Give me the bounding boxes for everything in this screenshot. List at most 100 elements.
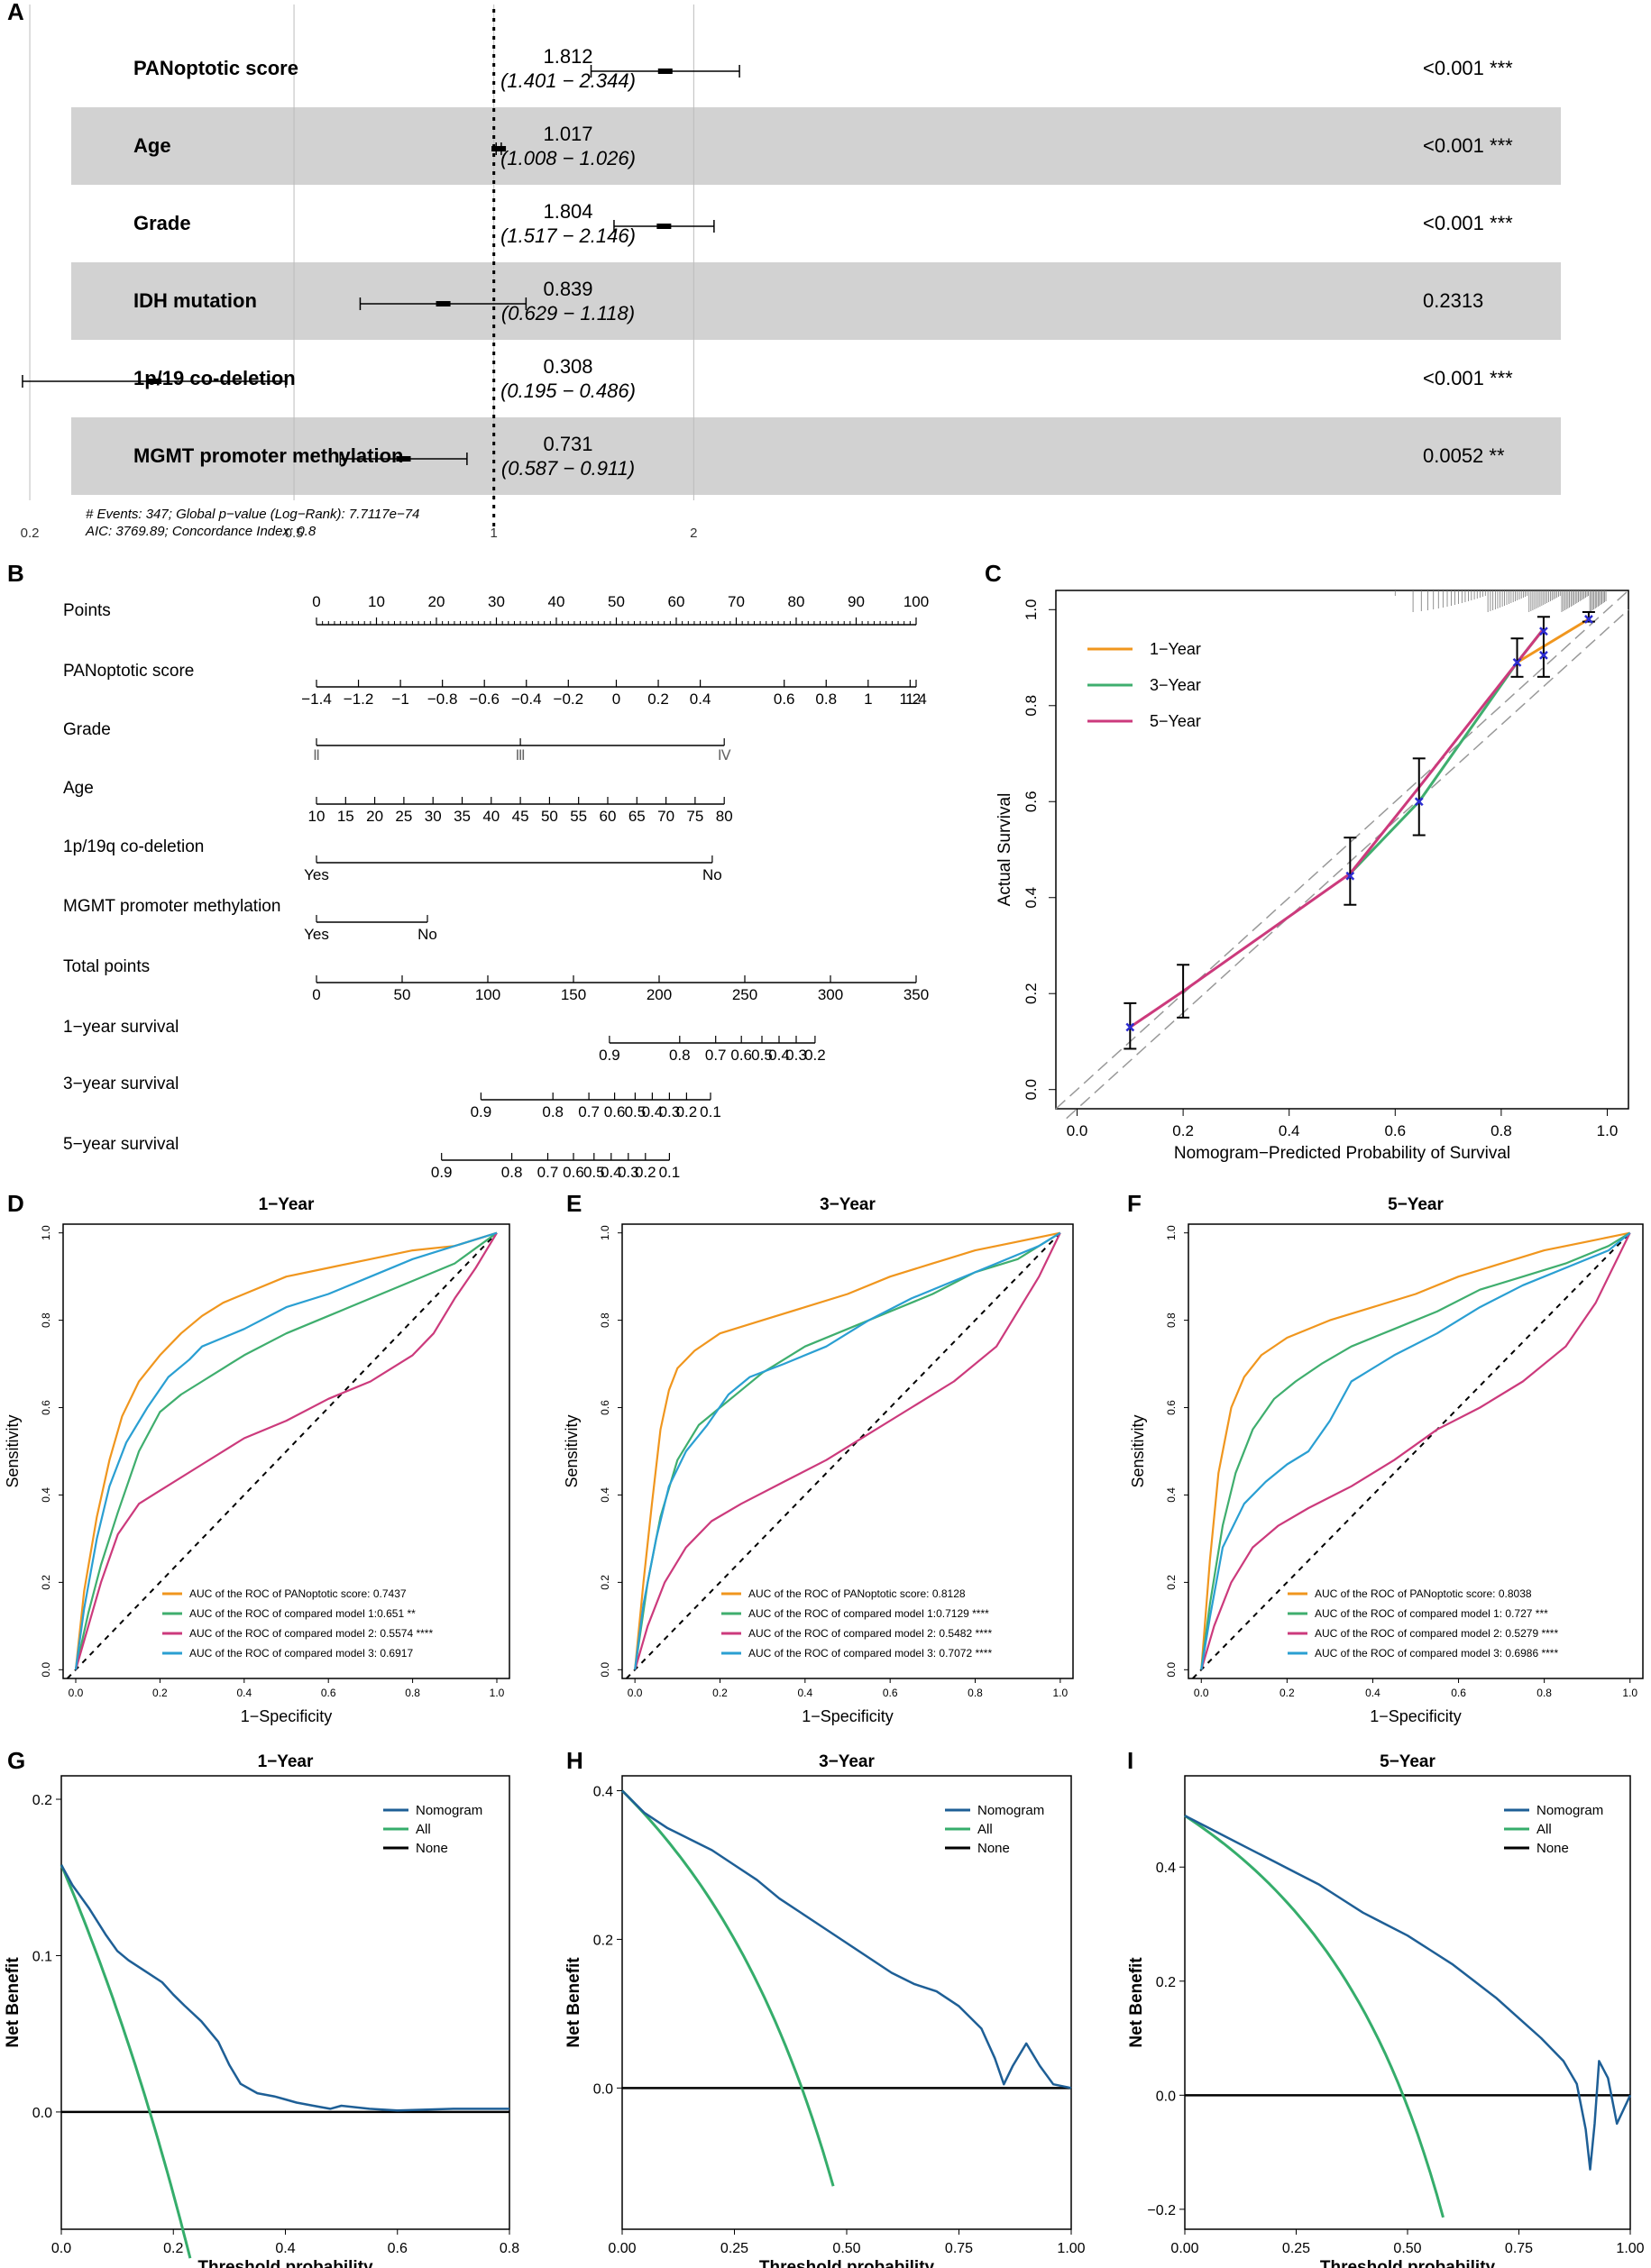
y-tick-label: 0.4	[40, 1487, 52, 1503]
legend-label: AUC of the ROC of PANoptotic score: 0.80…	[1315, 1587, 1532, 1600]
nomogram-tick-label: 150	[561, 986, 586, 1003]
nomogram-row-label: Age	[63, 779, 94, 798]
legend-label: All	[977, 1822, 993, 1837]
treat-all-curve	[620, 1789, 835, 2187]
x-tick-label: 0.0	[1194, 1687, 1209, 1699]
x-tick-label: 0.4	[236, 1687, 252, 1699]
x-tick-label: 0.75	[1505, 2241, 1533, 2256]
panel-label-a: A	[7, 0, 24, 25]
nomogram-tick-label: 0.3	[659, 1103, 681, 1120]
legend-label: AUC of the ROC of compared model 1:0.712…	[748, 1607, 989, 1620]
x-tick-label: 0.25	[720, 2241, 748, 2256]
y-axis-title: Net Benefit	[4, 1957, 23, 2048]
nomogram-tick-label: 200	[647, 986, 672, 1003]
legend-label: Nomogram	[1536, 1803, 1603, 1818]
variable-label: PANoptotic score	[133, 57, 298, 79]
legend-label: AUC of the ROC of compared model 2: 0.52…	[1315, 1627, 1558, 1640]
nomogram-tick-label: −0.6	[469, 690, 500, 708]
legend-label: 1−Year	[1150, 640, 1201, 658]
nomogram-tick-label: 0.7	[578, 1103, 600, 1120]
p-value: <0.001 ***	[1423, 367, 1513, 389]
nomogram-tick-label: 0.2	[804, 1047, 826, 1064]
x-tick-label: 1.00	[1616, 2241, 1644, 2256]
roc-curve	[74, 1231, 498, 1670]
nomogram-tick-label: Ⅳ	[718, 748, 731, 764]
nomogram-tick-label: 1	[864, 690, 872, 708]
point-estimate	[436, 301, 451, 306]
y-tick-label: 0.4	[599, 1487, 611, 1503]
nomogram-tick-label: 45	[512, 808, 529, 825]
y-axis-title: Actual Survival	[995, 793, 1014, 907]
point-estimate	[656, 224, 672, 229]
roc-curve	[74, 1232, 498, 1670]
y-tick-label: 0.8	[1023, 695, 1040, 717]
chart-title: 3−Year	[820, 1195, 876, 1214]
y-tick-label: 0.1	[32, 1949, 52, 1964]
y-tick-label: −0.2	[1147, 2203, 1176, 2218]
variable-label: MGMT promoter methylation	[133, 444, 403, 467]
legend-label: 5−Year	[1150, 712, 1201, 730]
x-tick-label: 0.0	[69, 1687, 84, 1699]
nomogram-tick-label: 35	[454, 808, 471, 825]
nomogram-tick-label: 20	[428, 593, 445, 610]
nomogram-tick-label: 0.5	[583, 1164, 605, 1181]
observed-point	[1125, 1022, 1135, 1032]
chance-line	[1192, 1231, 1631, 1679]
nomogram-tick-label: −1	[391, 690, 408, 708]
ideal-line	[1055, 590, 1629, 1110]
x-tick-label: 0.4	[1365, 1687, 1380, 1699]
x-tick-label: 0.00	[608, 2241, 636, 2256]
variable-label: 1p/19 co-deletion	[133, 367, 296, 389]
x-tick-label: 0.6	[388, 2241, 408, 2256]
confidence-interval: (0.629 − 1.118)	[501, 302, 635, 325]
y-tick-label: 1.0	[1165, 1225, 1178, 1240]
legend-label: 3−Year	[1150, 676, 1201, 694]
nomogram-row-label: 1−year survival	[63, 1018, 179, 1037]
nomogram-tick-label: −1.2	[344, 690, 374, 708]
chart-title: 5−Year	[1388, 1195, 1444, 1214]
nomogram-tick-label: 0.6	[604, 1103, 626, 1120]
panel-label-g: G	[7, 1747, 25, 1774]
nomogram-tick-label: Ⅱ	[313, 748, 320, 764]
panel-label-i: I	[1127, 1747, 1133, 1774]
x-tick-label: 0.00	[1170, 2241, 1198, 2256]
nomogram-tick-label: Ⅲ	[516, 748, 526, 764]
x-axis-title: Threshold probability	[1320, 2258, 1496, 2268]
nomogram-tick-label: 0	[312, 593, 320, 610]
y-tick-label: 0.4	[1156, 1861, 1176, 1876]
calibration-plot: 0.0 0.0 0.2 0.2 0.4 0.4 0.6 0.6 0.8 0.8 1.0 1.0 Nomo…	[995, 590, 1629, 1163]
x-tick-label: 0.5	[285, 526, 304, 541]
nomogram-tick-label: 0.2	[676, 1103, 698, 1120]
x-axis-title: Nomogram−Predicted Probability of Surviv…	[1174, 1144, 1510, 1163]
legend-label: AUC of the ROC of PANoptotic score: 0.74…	[189, 1587, 407, 1600]
y-axis-title: Sensitivity	[563, 1414, 581, 1487]
point-estimate	[657, 69, 673, 74]
nomogram-tick-label: −1.4	[301, 690, 332, 708]
legend-label: AUC of the ROC of compared model 2: 0.55…	[189, 1627, 433, 1640]
y-tick-label: 1.0	[599, 1225, 611, 1240]
y-tick-label: 0.2	[1023, 983, 1040, 1004]
hazard-ratio: 0.731	[543, 433, 592, 455]
p-value: <0.001 ***	[1423, 134, 1513, 157]
nomogram-tick-label: 0.3	[785, 1047, 807, 1064]
nomogram-tick-label: −0.4	[511, 690, 542, 708]
legend-label: AUC of the ROC of compared model 1:0.651…	[189, 1607, 416, 1620]
legend-label: Nomogram	[977, 1803, 1044, 1818]
legend-label: None	[416, 1841, 448, 1856]
footnote: # Events: 347; Global p−value (Log−Rank)…	[86, 507, 419, 522]
nomogram-tick-label: 0.6	[730, 1047, 752, 1064]
x-tick-label: 2	[690, 526, 697, 541]
nomogram-tick-label: 15	[337, 808, 354, 825]
x-tick-label: 1.0	[1622, 1687, 1637, 1699]
nomogram-tick-label: No	[417, 926, 437, 943]
nomogram-tick-label: 50	[608, 593, 625, 610]
nomogram-tick-label: 0.2	[647, 690, 669, 708]
nomogram-tick-label: 40	[482, 808, 500, 825]
roc-curve	[1200, 1231, 1631, 1670]
x-tick-label: 0.50	[832, 2241, 860, 2256]
nomogram-row-label: MGMT promoter methylation	[63, 897, 280, 916]
plot-frame	[1188, 1223, 1644, 1679]
nomogram-tick-label: 70	[657, 808, 674, 825]
legend-label: All	[416, 1822, 431, 1837]
confidence-interval: (1.401 − 2.344)	[500, 69, 636, 92]
